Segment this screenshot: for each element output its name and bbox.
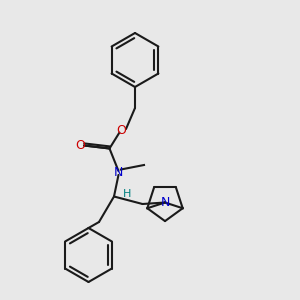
Text: O: O: [76, 139, 85, 152]
Text: N: N: [161, 196, 170, 209]
Text: O: O: [117, 124, 126, 137]
Text: H: H: [123, 188, 132, 199]
Text: N: N: [114, 166, 123, 179]
